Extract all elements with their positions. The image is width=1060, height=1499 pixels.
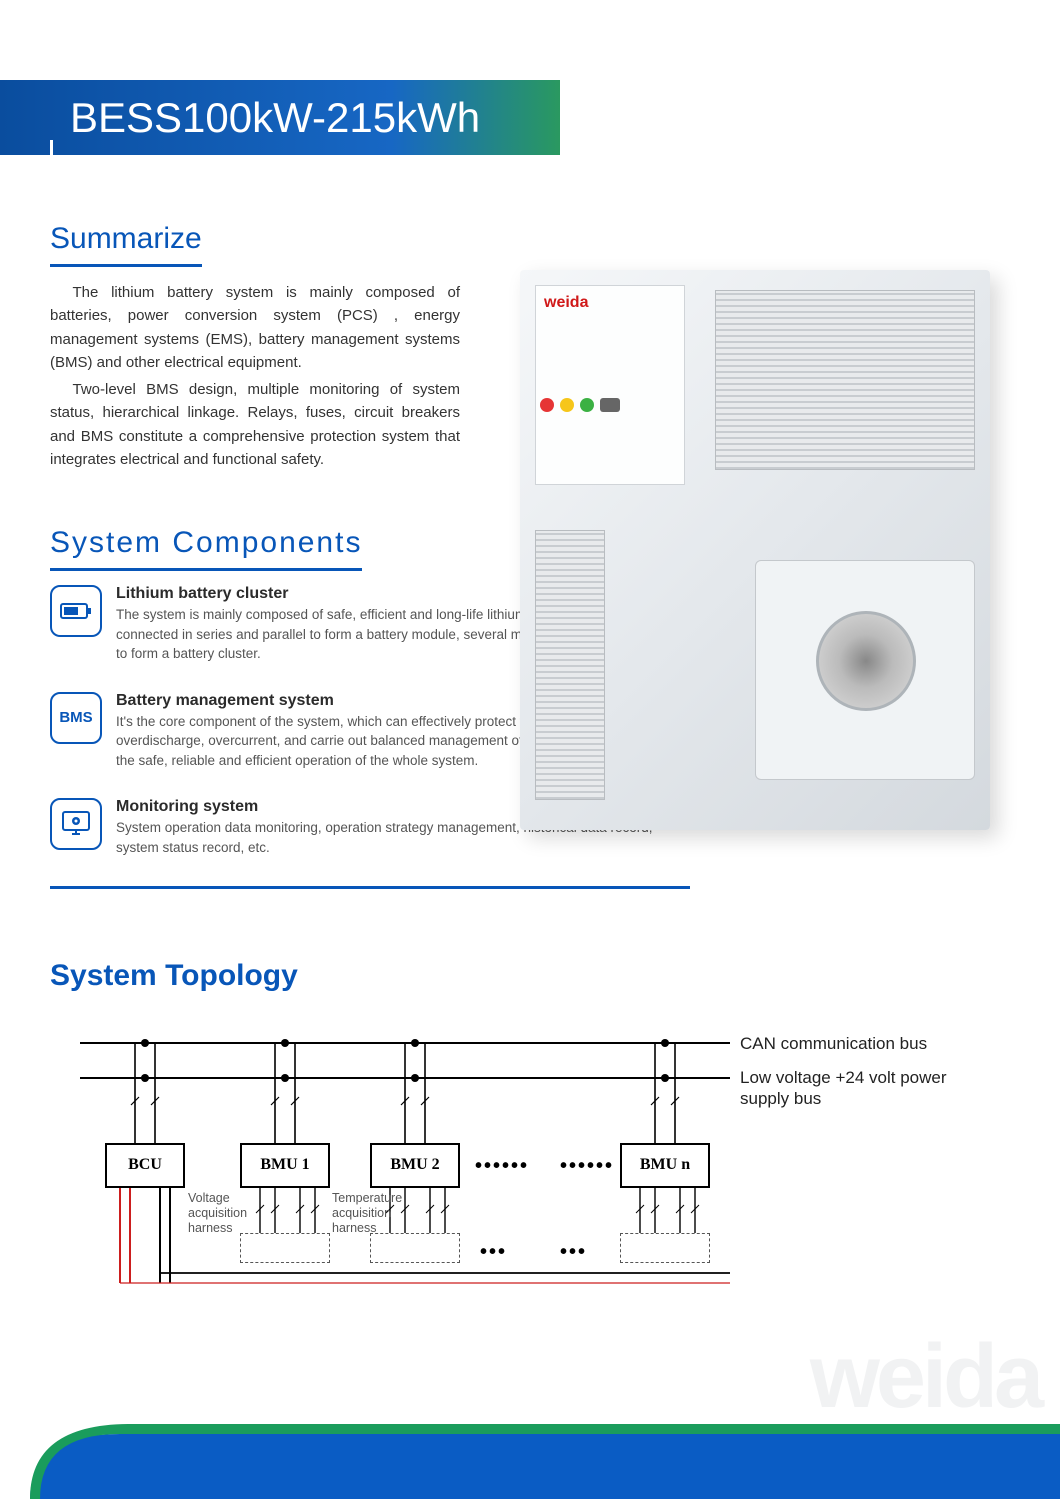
topology-section: System Topology bbox=[50, 959, 1010, 1293]
diagram-svg bbox=[50, 1023, 1010, 1293]
battery-icon bbox=[50, 585, 102, 637]
monitor-icon bbox=[50, 798, 102, 850]
bus-label-24v: Low voltage +24 volt power supply bus bbox=[740, 1067, 960, 1110]
node-bmu2: BMU 2 bbox=[370, 1143, 460, 1188]
ellipsis: ••• bbox=[480, 1241, 507, 1264]
ac-unit bbox=[755, 560, 975, 780]
fan-icon bbox=[816, 611, 916, 711]
label-temp-harness: Temperature acquisition harness bbox=[332, 1191, 412, 1236]
footer-curve bbox=[0, 1379, 1060, 1499]
button-icon bbox=[560, 398, 574, 412]
product-image: weida bbox=[490, 250, 1020, 850]
ellipsis: •••••• bbox=[560, 1155, 614, 1178]
vent-grille bbox=[535, 530, 605, 800]
cell-box bbox=[370, 1233, 460, 1263]
summarize-para2: Two-level BMS design, multiple monitorin… bbox=[50, 378, 460, 471]
button-icon bbox=[600, 398, 620, 412]
page-title: BESS100kW-215kWh bbox=[70, 94, 480, 142]
summarize-body: The lithium battery system is mainly com… bbox=[50, 281, 460, 471]
components-heading: System Components bbox=[50, 526, 362, 571]
cabinet-buttons bbox=[540, 390, 660, 420]
cell-box bbox=[620, 1233, 710, 1263]
cell-box bbox=[240, 1233, 330, 1263]
button-icon bbox=[540, 398, 554, 412]
ellipsis: ••• bbox=[560, 1241, 587, 1264]
bms-icon: BMS bbox=[50, 692, 102, 744]
label-voltage-harness: Voltage acquisition harness bbox=[188, 1191, 258, 1236]
node-bmun: BMU n bbox=[620, 1143, 710, 1188]
cabinet: weida bbox=[520, 270, 990, 830]
topology-diagram: BCU BMU 1 BMU 2 BMU n •••••• •••••• ••• … bbox=[50, 1023, 1010, 1293]
ellipsis: •••••• bbox=[475, 1155, 529, 1178]
summarize-heading: Summarize bbox=[50, 222, 202, 267]
cabinet-panel bbox=[535, 285, 685, 485]
button-icon bbox=[580, 398, 594, 412]
node-bcu: BCU bbox=[105, 1143, 185, 1188]
brand-logo: weida bbox=[544, 294, 588, 312]
divider bbox=[50, 886, 690, 889]
node-bmu1: BMU 1 bbox=[240, 1143, 330, 1188]
header-banner: BESS100kW-215kWh bbox=[0, 80, 560, 155]
topology-heading: System Topology bbox=[50, 959, 1010, 993]
vent-grille bbox=[715, 290, 975, 470]
summarize-para1: The lithium battery system is mainly com… bbox=[50, 281, 460, 374]
bus-label-can: CAN communication bus bbox=[740, 1033, 927, 1054]
